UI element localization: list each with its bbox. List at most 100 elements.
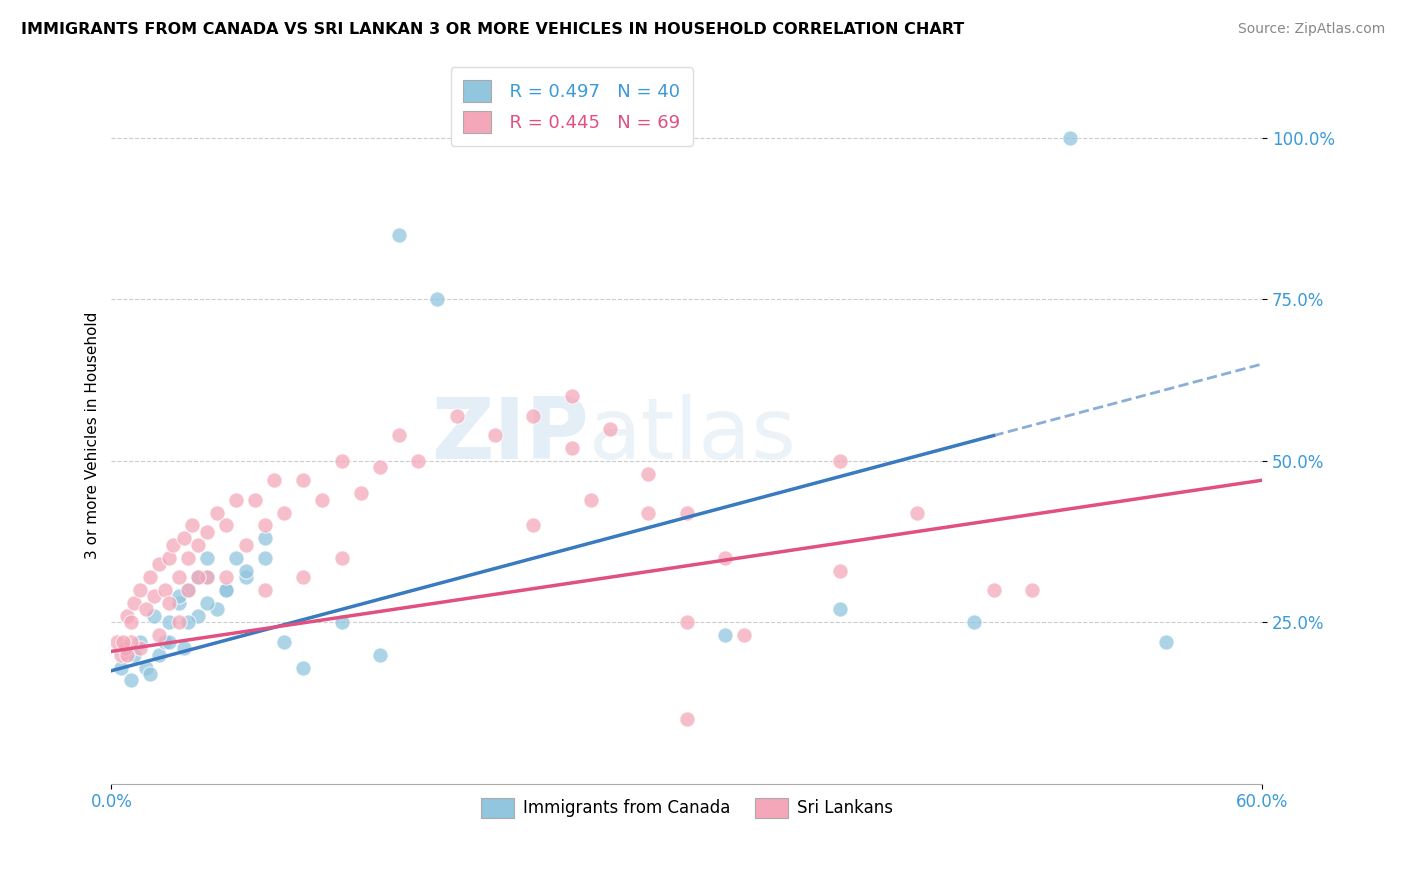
Point [181, 518, 204, 533]
Point [173, 532, 195, 546]
Point [205, 602, 228, 616]
Text: ZIP: ZIP [432, 393, 589, 476]
Point [426, 293, 449, 307]
Point [157, 550, 180, 565]
Point [714, 628, 737, 642]
Point [225, 492, 247, 507]
Point [830, 564, 852, 578]
Point [115, 648, 138, 662]
Point [330, 550, 353, 565]
Point [1059, 131, 1081, 145]
Point [115, 608, 138, 623]
Text: Source: ZipAtlas.com: Source: ZipAtlas.com [1237, 22, 1385, 37]
Point [142, 608, 165, 623]
Point [675, 506, 697, 520]
Point [187, 570, 209, 584]
Point [388, 428, 411, 442]
Point [167, 596, 190, 610]
Point [235, 570, 257, 584]
Point [167, 615, 190, 630]
Point [139, 667, 162, 681]
Point [167, 570, 190, 584]
Point [173, 641, 195, 656]
Point [963, 615, 986, 630]
Point [153, 634, 176, 648]
Point [135, 660, 157, 674]
Point [1154, 634, 1177, 648]
Point [162, 538, 184, 552]
Point [215, 570, 238, 584]
Point [245, 492, 267, 507]
Point [114, 641, 136, 656]
Point [153, 582, 176, 597]
Point [157, 596, 180, 610]
Point [253, 518, 276, 533]
Point [195, 550, 218, 565]
Y-axis label: 3 or more Vehicles in Household: 3 or more Vehicles in Household [86, 311, 100, 558]
Point [129, 641, 152, 656]
Point [637, 506, 659, 520]
Point [599, 421, 621, 435]
Point [235, 538, 257, 552]
Point [120, 615, 142, 630]
Point [157, 615, 180, 630]
Legend: Immigrants from Canada, Sri Lankans: Immigrants from Canada, Sri Lankans [474, 791, 900, 824]
Point [215, 518, 238, 533]
Point [1021, 582, 1043, 597]
Point [215, 582, 238, 597]
Point [187, 538, 209, 552]
Point [195, 596, 218, 610]
Point [522, 518, 544, 533]
Point [110, 648, 132, 662]
Point [205, 506, 228, 520]
Point [187, 570, 209, 584]
Point [177, 615, 200, 630]
Point [675, 615, 697, 630]
Point [292, 570, 315, 584]
Point [733, 628, 755, 642]
Point [105, 634, 128, 648]
Point [637, 467, 659, 481]
Point [292, 473, 315, 487]
Point [177, 582, 200, 597]
Point [124, 648, 146, 662]
Point [253, 550, 276, 565]
Point [330, 615, 353, 630]
Point [830, 602, 852, 616]
Point [177, 550, 200, 565]
Point [406, 454, 429, 468]
Point [135, 602, 157, 616]
Point [225, 550, 247, 565]
Text: IMMIGRANTS FROM CANADA VS SRI LANKAN 3 OR MORE VEHICLES IN HOUSEHOLD CORRELATION: IMMIGRANTS FROM CANADA VS SRI LANKAN 3 O… [21, 22, 965, 37]
Point [167, 590, 190, 604]
Point [330, 454, 353, 468]
Point [148, 558, 170, 572]
Point [111, 634, 134, 648]
Point [139, 570, 162, 584]
Point [110, 660, 132, 674]
Point [195, 570, 218, 584]
Point [311, 492, 333, 507]
Point [142, 590, 165, 604]
Point [177, 582, 200, 597]
Point [120, 673, 142, 688]
Point [292, 660, 315, 674]
Point [215, 582, 238, 597]
Point [263, 473, 285, 487]
Point [905, 506, 928, 520]
Point [368, 460, 391, 475]
Point [484, 428, 506, 442]
Point [561, 441, 583, 455]
Point [983, 582, 1005, 597]
Point [388, 227, 411, 242]
Point [195, 524, 218, 539]
Point [120, 634, 142, 648]
Point [253, 582, 276, 597]
Point [273, 506, 295, 520]
Point [561, 389, 583, 403]
Point [675, 712, 697, 726]
Point [350, 486, 373, 500]
Point [157, 634, 180, 648]
Point [129, 634, 152, 648]
Point [195, 570, 218, 584]
